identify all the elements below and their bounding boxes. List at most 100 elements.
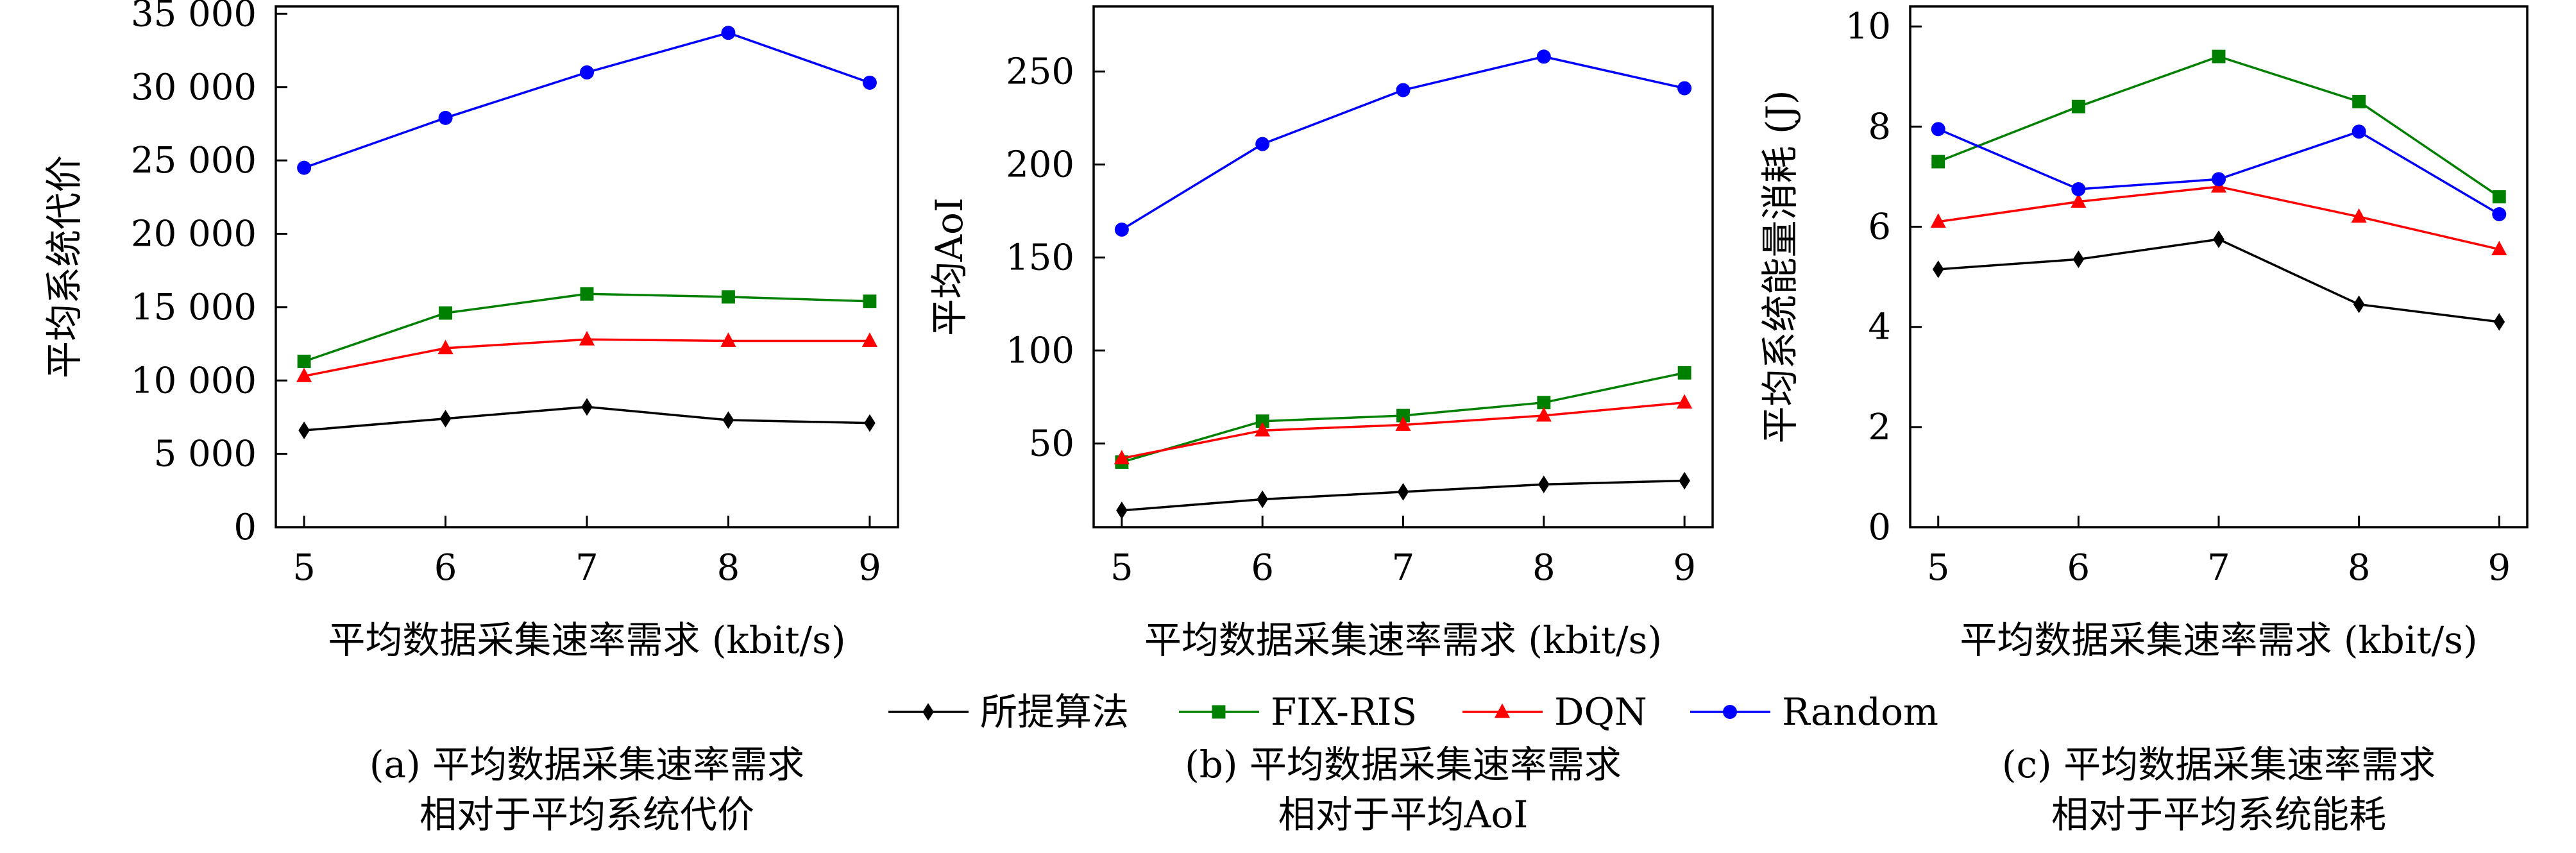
data-point (1677, 366, 1691, 380)
y-axis-label: 平均AoI (928, 198, 971, 336)
data-point (1255, 422, 1271, 437)
chart-panel-3: 5 6 7 8 9 0 2 4 6 8 10 平均数据采集速率需求 (kbit/s) 平均系统能量消耗 … (1758, 5, 2529, 836)
data-point (2072, 250, 2085, 269)
data-point (2493, 313, 2505, 331)
y-tick-label: 4 (1868, 307, 1891, 348)
data-point (580, 65, 594, 80)
data-point (2071, 99, 2085, 114)
data-point (861, 332, 878, 347)
series-0 (1116, 471, 1690, 519)
caption-line-1: (c) 平均数据采集速率需求 (2002, 743, 2436, 786)
legend-label: 所提算法 (980, 690, 1129, 734)
data-point (439, 306, 452, 320)
x-tick-label: 9 (1673, 547, 1696, 589)
series-3 (1114, 49, 1692, 237)
data-point (2212, 49, 2226, 63)
series-2 (296, 331, 878, 382)
data-point (722, 290, 735, 304)
x-tick-label: 9 (858, 547, 881, 589)
legend-entry: Random (1690, 690, 1938, 734)
x-axis-label: 平均数据采集速率需求 (kbit/s) (1144, 618, 1662, 662)
legend-marker (1723, 705, 1737, 719)
x-tick-label: 7 (2207, 547, 2230, 589)
legend-entry: FIX-RIS (1179, 690, 1417, 734)
legend-marker (922, 703, 934, 721)
x-tick-label: 6 (434, 547, 457, 589)
y-tick-label: 150 (1006, 237, 1074, 279)
data-point (1931, 122, 1945, 137)
data-point (298, 421, 310, 439)
data-point (1679, 471, 1690, 490)
data-point (721, 26, 736, 40)
data-point (1255, 414, 1269, 428)
series-3 (1931, 122, 2507, 222)
data-point (2351, 208, 2367, 223)
y-tick-label: 5 000 (154, 434, 257, 475)
chart-panel-1: 5 6 7 8 9 0 5 000 10 000 15 000 20 000 25 000 30 00… (42, 0, 899, 836)
caption-line-2: 相对于平均系统能耗 (2051, 793, 2386, 836)
x-tick-label: 8 (1532, 547, 1555, 589)
caption-line-1: (a) 平均数据采集速率需求 (369, 743, 804, 786)
x-tick-label: 7 (1392, 547, 1415, 589)
y-tick-label: 6 (1868, 207, 1891, 248)
x-tick-label: 8 (717, 547, 740, 589)
x-tick-label: 9 (2487, 547, 2511, 589)
caption-line-2: 相对于平均AoI (1278, 793, 1529, 836)
data-point (2071, 193, 2087, 208)
data-point (862, 75, 877, 90)
y-axis-label: 平均系统能量消耗 (J) (1758, 90, 1802, 444)
data-point (1396, 409, 1410, 423)
data-point (2351, 124, 2366, 139)
data-point (1538, 475, 1550, 494)
data-point (1116, 502, 1128, 519)
x-tick-label: 7 (575, 547, 598, 589)
data-point (2212, 172, 2226, 187)
chart-panel-2: 5 6 7 8 9 50 100 150 200 250 平均数据采集速率需求 (kbit/s) 平均… (928, 5, 1714, 836)
y-tick-label: 10 000 (131, 360, 257, 401)
data-point (2492, 190, 2506, 204)
x-tick-label: 5 (1927, 547, 1950, 589)
data-point (1931, 155, 1945, 169)
data-point (1114, 223, 1129, 237)
legend-marker (1494, 703, 1511, 718)
data-point (297, 355, 311, 368)
data-point (1396, 83, 1411, 97)
data-point (2491, 241, 2507, 256)
plot-frame (1909, 5, 2529, 528)
y-tick-label: 50 (1029, 423, 1074, 465)
data-point (1257, 490, 1268, 509)
x-tick-label: 5 (292, 547, 316, 589)
y-tick-label: 35 000 (131, 0, 257, 35)
y-tick-label: 0 (1868, 507, 1891, 548)
series-1 (1931, 49, 2506, 204)
data-point (2071, 182, 2086, 196)
legend-entry: 所提算法 (888, 690, 1129, 734)
panels: 5 6 7 8 9 0 5 000 10 000 15 000 20 000 25 000 30 00… (42, 0, 2529, 836)
data-point (580, 287, 594, 301)
data-point (439, 409, 452, 428)
data-point (581, 398, 593, 416)
data-point (438, 110, 453, 125)
legend: 所提算法 FIX-RIS DQN Random (888, 690, 1938, 734)
y-tick-label: 15 000 (131, 287, 257, 328)
data-point (579, 331, 595, 346)
data-point (1932, 260, 1944, 278)
data-point (1537, 396, 1551, 410)
plot-frame (275, 5, 899, 528)
data-point (1536, 407, 1552, 422)
data-point (1114, 450, 1130, 465)
data-point (2353, 295, 2365, 314)
y-tick-label: 100 (1006, 330, 1074, 372)
x-axis-label: 平均数据采集速率需求 (kbit/s) (328, 618, 845, 662)
series-2 (1114, 394, 1693, 465)
caption-line-2: 相对于平均系统代价 (419, 793, 754, 836)
data-point (1677, 81, 1692, 96)
series-1 (297, 287, 877, 368)
series-line (1938, 128, 2500, 215)
x-axis-label: 平均数据采集速率需求 (kbit/s) (1960, 618, 2477, 662)
data-point (437, 339, 453, 355)
data-point (1536, 49, 1551, 64)
y-tick-label: 250 (1006, 51, 1074, 93)
y-tick-label: 25 000 (131, 140, 257, 182)
